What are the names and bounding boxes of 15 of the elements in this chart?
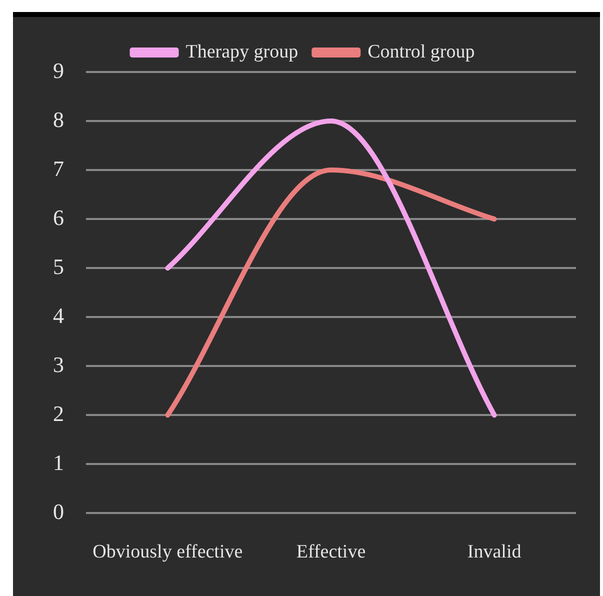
y-tick-label: 4 <box>53 302 64 328</box>
y-tick-label: 6 <box>53 204 64 230</box>
y-tick-label: 8 <box>53 106 64 132</box>
x-tick-label: Invalid <box>467 542 522 563</box>
x-tick-label: Effective <box>296 542 366 563</box>
y-tick-label: 7 <box>53 156 64 181</box>
y-tick-label: 2 <box>53 400 64 426</box>
y-tick-label: 0 <box>53 498 64 524</box>
y-tick-label: 1 <box>53 450 64 475</box>
y-tick-label: 9 <box>53 58 64 83</box>
legend-label: Control group <box>368 41 475 62</box>
legend-label: Therapy group <box>186 41 298 62</box>
x-tick-label: Obviously effective <box>92 542 243 563</box>
y-tick-label: 5 <box>53 254 64 279</box>
y-tick-label: 3 <box>53 352 64 377</box>
